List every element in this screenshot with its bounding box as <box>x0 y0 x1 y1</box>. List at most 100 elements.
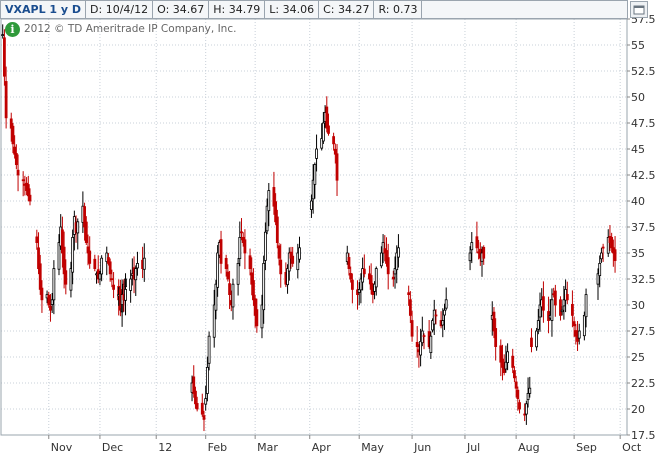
candle-body <box>397 247 400 258</box>
candle <box>535 327 538 351</box>
candle-body <box>325 106 329 129</box>
candle-body <box>315 148 318 159</box>
candle <box>57 234 61 276</box>
candle-body <box>216 252 220 288</box>
candle-body <box>422 335 426 337</box>
candle <box>76 218 80 250</box>
candle-body <box>524 403 528 415</box>
candle <box>347 253 351 276</box>
candle-body <box>86 246 90 254</box>
candle-body <box>238 236 242 259</box>
copyright-notice: 2012 © TD Ameritrade IP Company, Inc. <box>24 23 237 35</box>
candle-body <box>499 345 503 363</box>
candle-body <box>441 320 445 326</box>
candle <box>584 288 588 328</box>
candle-body <box>224 258 228 270</box>
candle <box>538 292 542 332</box>
candle <box>224 254 228 277</box>
candle <box>501 344 504 381</box>
candle-body <box>535 330 538 348</box>
candle <box>219 230 223 274</box>
y-tick-label: 17.5 <box>631 429 656 442</box>
candle-body <box>260 304 264 329</box>
candle-body <box>236 262 240 285</box>
candle-body <box>62 246 66 275</box>
candle <box>547 296 550 334</box>
candle-body <box>84 221 88 244</box>
candle-body <box>468 252 472 262</box>
candle <box>37 232 40 275</box>
candle-body <box>40 287 44 301</box>
y-tick-label: 45 <box>631 143 645 156</box>
candle <box>379 246 383 269</box>
candle <box>204 385 208 411</box>
candle <box>439 311 443 329</box>
x-tick-label: Oct <box>622 441 642 454</box>
candle-body <box>71 236 75 273</box>
candle-body <box>528 387 532 394</box>
candle <box>26 175 30 202</box>
candle-body <box>332 136 336 145</box>
y-tick-label: 25 <box>631 351 645 364</box>
x-tick-label: Apr <box>312 441 332 454</box>
candle <box>212 289 216 348</box>
candle <box>124 273 127 316</box>
candle <box>357 282 361 306</box>
candle-body <box>335 153 339 181</box>
candle <box>112 272 115 299</box>
candle <box>84 216 88 246</box>
range-label: R: 0.73 <box>374 1 423 18</box>
candle-body <box>3 37 6 77</box>
candle-body <box>255 309 259 327</box>
candle-body <box>381 242 385 254</box>
candle-body <box>443 309 446 316</box>
candle <box>16 154 20 192</box>
symbol-label[interactable]: VXAPL 1 y D <box>1 1 87 18</box>
candle <box>600 247 603 263</box>
candle <box>562 285 566 320</box>
candle-body <box>35 236 39 244</box>
x-tick-label: Jun <box>413 441 431 454</box>
candle <box>386 243 390 290</box>
candle <box>361 257 365 291</box>
candle-body <box>511 355 515 368</box>
y-tick-label: 50 <box>631 91 645 104</box>
candle <box>50 292 54 313</box>
candle-body <box>214 283 218 311</box>
candle <box>475 221 479 254</box>
candle-body <box>107 257 110 264</box>
candle-body <box>584 294 588 318</box>
candle <box>528 376 532 398</box>
candle <box>381 234 385 264</box>
candle-body <box>204 398 208 405</box>
candle <box>263 222 267 271</box>
candle-body <box>429 335 433 354</box>
candle <box>9 112 13 142</box>
candle <box>596 268 600 300</box>
candle <box>279 243 283 288</box>
candle <box>298 236 301 263</box>
candle <box>407 285 411 306</box>
candle <box>362 254 366 278</box>
candle-body <box>13 146 17 155</box>
candle-body <box>601 246 605 249</box>
candle-body <box>26 184 30 197</box>
chart-settings-button[interactable] <box>630 1 648 18</box>
candle <box>320 123 324 151</box>
candle <box>335 144 339 197</box>
candle <box>202 410 206 432</box>
info-icon[interactable]: i <box>5 22 20 37</box>
candle <box>1 24 5 39</box>
candle <box>432 299 436 335</box>
candle <box>11 123 15 154</box>
candle-body <box>610 236 614 249</box>
candle <box>272 171 276 215</box>
y-tick-label: 55 <box>631 39 645 52</box>
candle-body <box>386 257 390 275</box>
candle <box>321 111 325 144</box>
candle-body <box>523 413 527 416</box>
candle-body <box>434 314 438 317</box>
candle-body <box>415 341 419 347</box>
candle <box>468 246 472 271</box>
candle-body <box>333 148 337 155</box>
